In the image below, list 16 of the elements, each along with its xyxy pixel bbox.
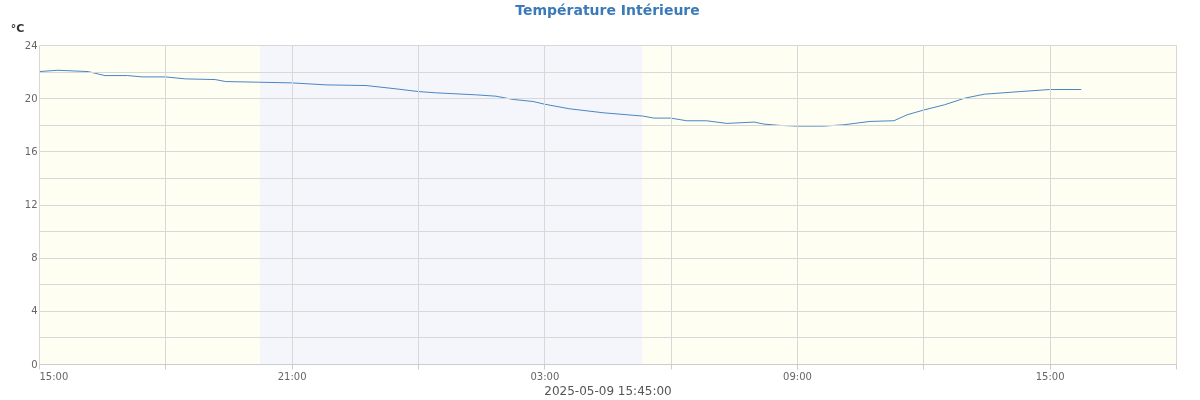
x-tick-label: 03:00 — [530, 370, 560, 382]
x-tick-label: 21:00 — [277, 370, 307, 382]
x-tick-label: 15:00 — [39, 370, 69, 382]
y-tick-label: 4 — [31, 305, 38, 317]
y-tick-label: 8 — [31, 252, 38, 264]
y-tick-label: 24 — [24, 39, 38, 51]
y-tick-label: 12 — [24, 199, 38, 210]
y-tick-label: 0 — [31, 358, 38, 370]
y-axis-title: °C — [10, 21, 25, 35]
line-series — [38, 69, 1082, 127]
x-tick-label: 09:00 — [783, 370, 812, 382]
chart-title: Température Intérieure — [515, 2, 700, 18]
y-tick-label: 20 — [24, 92, 38, 104]
x-tick-label: 15:00 — [1035, 370, 1065, 382]
x-axis-title: 2025-05-09 15:45:00 — [544, 383, 672, 398]
y-tick-label: 16 — [24, 145, 38, 157]
